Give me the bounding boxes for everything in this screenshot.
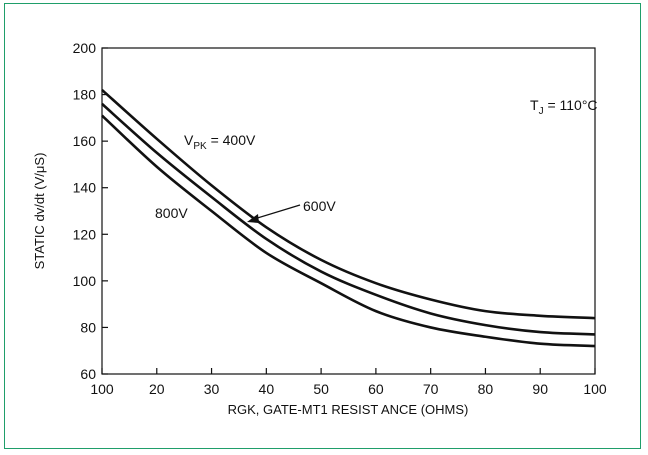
series-label-400v-bg: [180, 129, 274, 151]
x-tick-label: 80: [478, 381, 494, 397]
y-tick-label: 80: [80, 319, 96, 335]
x-tick-label: 100: [583, 381, 607, 397]
series-label-600v: 600V: [303, 198, 336, 214]
series-lines: [101, 88, 596, 348]
y-tick-label: 180: [73, 87, 97, 103]
series-label-400v: VPK = 400V: [184, 132, 256, 152]
series-line-800v: [101, 114, 596, 348]
series-label-800v: 800V: [155, 205, 188, 221]
y-tick-label: 200: [73, 40, 97, 56]
y-tick-label: 100: [73, 273, 97, 289]
plot-area: [101, 47, 596, 375]
y-tick-label: 60: [80, 366, 96, 382]
series-line-v-400v: [101, 88, 596, 320]
y-tick-label: 120: [73, 226, 97, 242]
series-label-600v-arrow: [253, 204, 301, 220]
ticks: 100 20 30 40 50 60 70 80 90 100608010012014016018…: [73, 40, 607, 397]
x-tick-label: 100: [90, 381, 114, 397]
condition-label-bg: [522, 95, 594, 117]
y-tick-label: 160: [73, 133, 97, 149]
x-tick-label: 40: [259, 381, 275, 397]
x-tick-label: 60: [368, 381, 384, 397]
x-tick-label: 30: [204, 381, 220, 397]
x-tick-label: 50: [313, 381, 329, 397]
arrowhead-icon: [247, 214, 259, 223]
series-line-600v: [101, 102, 596, 336]
x-tick-label: 20: [149, 381, 165, 397]
condition-label: TJ = 110°C: [530, 97, 598, 117]
chart-frame: [4, 3, 641, 449]
y-axis-label: STATIC dv/dt (V/μS): [32, 153, 47, 270]
x-tick-label: 90: [532, 381, 548, 397]
x-tick-label: 70: [423, 381, 439, 397]
y-tick-label: 140: [73, 180, 97, 196]
x-axis-label: RGK, GATE-MT1 RESIST ANCE (OHMS): [228, 402, 469, 417]
